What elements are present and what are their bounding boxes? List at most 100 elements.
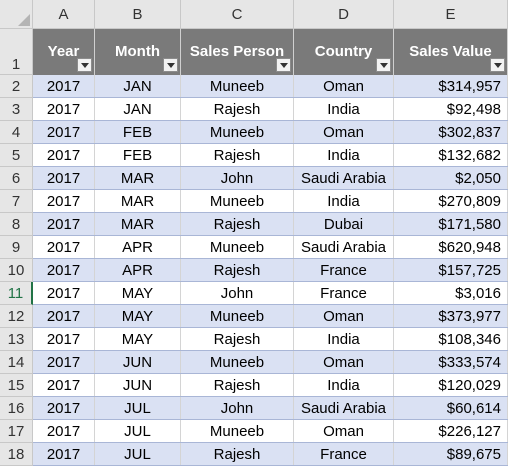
cell-person[interactable]: Muneeb bbox=[181, 420, 294, 443]
cell-value[interactable]: $171,580 bbox=[394, 213, 508, 236]
cell-country[interactable]: India bbox=[294, 328, 394, 351]
cell-value[interactable]: $92,498 bbox=[394, 98, 508, 121]
cell-year[interactable]: 2017 bbox=[33, 282, 95, 305]
column-header-e[interactable]: E bbox=[394, 0, 508, 29]
cell-country[interactable]: India bbox=[294, 190, 394, 213]
cell-value[interactable]: $314,957 bbox=[394, 75, 508, 98]
cell-country[interactable]: France bbox=[294, 259, 394, 282]
cell-person[interactable]: Rajesh bbox=[181, 443, 294, 466]
cell-person[interactable]: Muneeb bbox=[181, 236, 294, 259]
cell-year[interactable]: 2017 bbox=[33, 374, 95, 397]
cell-value[interactable]: $60,614 bbox=[394, 397, 508, 420]
cell-country[interactable]: Oman bbox=[294, 351, 394, 374]
cell-country[interactable]: India bbox=[294, 374, 394, 397]
row-header-17[interactable]: 17 bbox=[0, 420, 33, 443]
cell-country[interactable]: Oman bbox=[294, 420, 394, 443]
cell-person[interactable]: John bbox=[181, 167, 294, 190]
row-header-11[interactable]: 11 bbox=[0, 282, 33, 305]
column-header-b[interactable]: B bbox=[95, 0, 181, 29]
cell-month[interactable]: JUL bbox=[95, 397, 181, 420]
cell-year[interactable]: 2017 bbox=[33, 75, 95, 98]
cell-person[interactable]: Muneeb bbox=[181, 121, 294, 144]
cell-person[interactable]: Muneeb bbox=[181, 351, 294, 374]
cell-year[interactable]: 2017 bbox=[33, 305, 95, 328]
row-header-14[interactable]: 14 bbox=[0, 351, 33, 374]
cell-value[interactable]: $157,725 bbox=[394, 259, 508, 282]
row-header-16[interactable]: 16 bbox=[0, 397, 33, 420]
row-header-9[interactable]: 9 bbox=[0, 236, 33, 259]
cell-value[interactable]: $132,682 bbox=[394, 144, 508, 167]
row-header-15[interactable]: 15 bbox=[0, 374, 33, 397]
row-header-1[interactable]: 1 bbox=[0, 29, 33, 75]
cell-year[interactable]: 2017 bbox=[33, 443, 95, 466]
cell-year[interactable]: 2017 bbox=[33, 351, 95, 374]
cell-country[interactable]: Saudi Arabia bbox=[294, 236, 394, 259]
cell-month[interactable]: JUN bbox=[95, 374, 181, 397]
cell-value[interactable]: $3,016 bbox=[394, 282, 508, 305]
cell-year[interactable]: 2017 bbox=[33, 420, 95, 443]
cell-person[interactable]: Rajesh bbox=[181, 213, 294, 236]
cell-value[interactable]: $302,837 bbox=[394, 121, 508, 144]
cell-year[interactable]: 2017 bbox=[33, 121, 95, 144]
cell-month[interactable]: APR bbox=[95, 259, 181, 282]
cell-country[interactable]: Oman bbox=[294, 75, 394, 98]
cell-country[interactable]: India bbox=[294, 98, 394, 121]
cell-month[interactable]: JUN bbox=[95, 351, 181, 374]
cell-value[interactable]: $226,127 bbox=[394, 420, 508, 443]
cell-person[interactable]: Rajesh bbox=[181, 144, 294, 167]
cell-month[interactable]: JUL bbox=[95, 443, 181, 466]
cell-value[interactable]: $373,977 bbox=[394, 305, 508, 328]
cell-month[interactable]: MAY bbox=[95, 328, 181, 351]
row-header-2[interactable]: 2 bbox=[0, 75, 33, 98]
filter-dropdown-icon[interactable] bbox=[163, 58, 178, 72]
cell-country[interactable]: India bbox=[294, 144, 394, 167]
cell-value[interactable]: $620,948 bbox=[394, 236, 508, 259]
cell-month[interactable]: FEB bbox=[95, 144, 181, 167]
cell-country[interactable]: Oman bbox=[294, 121, 394, 144]
cell-person[interactable]: Muneeb bbox=[181, 75, 294, 98]
cell-country[interactable]: Oman bbox=[294, 305, 394, 328]
cell-year[interactable]: 2017 bbox=[33, 328, 95, 351]
cell-month[interactable]: APR bbox=[95, 236, 181, 259]
cell-person[interactable]: Rajesh bbox=[181, 98, 294, 121]
row-header-4[interactable]: 4 bbox=[0, 121, 33, 144]
row-header-8[interactable]: 8 bbox=[0, 213, 33, 236]
filter-dropdown-icon[interactable] bbox=[276, 58, 291, 72]
filter-dropdown-icon[interactable] bbox=[490, 58, 505, 72]
cell-year[interactable]: 2017 bbox=[33, 397, 95, 420]
cell-year[interactable]: 2017 bbox=[33, 213, 95, 236]
row-header-13[interactable]: 13 bbox=[0, 328, 33, 351]
cell-year[interactable]: 2017 bbox=[33, 98, 95, 121]
cell-country[interactable]: Saudi Arabia bbox=[294, 167, 394, 190]
row-header-3[interactable]: 3 bbox=[0, 98, 33, 121]
cell-month[interactable]: MAY bbox=[95, 305, 181, 328]
filter-dropdown-icon[interactable] bbox=[376, 58, 391, 72]
cell-year[interactable]: 2017 bbox=[33, 167, 95, 190]
cell-year[interactable]: 2017 bbox=[33, 259, 95, 282]
cell-person[interactable]: Muneeb bbox=[181, 305, 294, 328]
row-header-10[interactable]: 10 bbox=[0, 259, 33, 282]
cell-month[interactable]: MAR bbox=[95, 213, 181, 236]
cell-year[interactable]: 2017 bbox=[33, 236, 95, 259]
cell-person[interactable]: John bbox=[181, 397, 294, 420]
cell-country[interactable]: Dubai bbox=[294, 213, 394, 236]
cell-year[interactable]: 2017 bbox=[33, 190, 95, 213]
cell-year[interactable]: 2017 bbox=[33, 144, 95, 167]
cell-value[interactable]: $270,809 bbox=[394, 190, 508, 213]
column-header-d[interactable]: D bbox=[294, 0, 394, 29]
cell-country[interactable]: Saudi Arabia bbox=[294, 397, 394, 420]
cell-month[interactable]: JAN bbox=[95, 98, 181, 121]
row-header-6[interactable]: 6 bbox=[0, 167, 33, 190]
row-header-18[interactable]: 18 bbox=[0, 443, 33, 466]
cell-month[interactable]: MAR bbox=[95, 190, 181, 213]
cell-country[interactable]: France bbox=[294, 443, 394, 466]
cell-value[interactable]: $2,050 bbox=[394, 167, 508, 190]
cell-month[interactable]: FEB bbox=[95, 121, 181, 144]
cell-person[interactable]: Rajesh bbox=[181, 259, 294, 282]
cell-value[interactable]: $89,675 bbox=[394, 443, 508, 466]
cell-value[interactable]: $120,029 bbox=[394, 374, 508, 397]
cell-month[interactable]: JAN bbox=[95, 75, 181, 98]
cell-person[interactable]: John bbox=[181, 282, 294, 305]
select-all-corner[interactable] bbox=[0, 0, 33, 29]
